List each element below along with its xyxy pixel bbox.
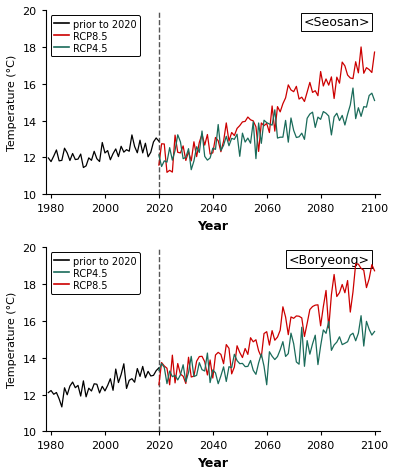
Y-axis label: Temperature (°C): Temperature (°C) <box>7 291 17 387</box>
Y-axis label: Temperature (°C): Temperature (°C) <box>7 55 17 151</box>
Legend: prior to 2020, RCP4.5, RCP8.5: prior to 2020, RCP4.5, RCP8.5 <box>51 252 141 294</box>
Legend: prior to 2020, RCP8.5, RCP4.5: prior to 2020, RCP8.5, RCP4.5 <box>51 16 141 57</box>
Text: <Seosan>: <Seosan> <box>303 17 370 30</box>
Text: <Boryeong>: <Boryeong> <box>289 253 370 266</box>
X-axis label: Year: Year <box>197 219 228 232</box>
X-axis label: Year: Year <box>197 456 228 469</box>
